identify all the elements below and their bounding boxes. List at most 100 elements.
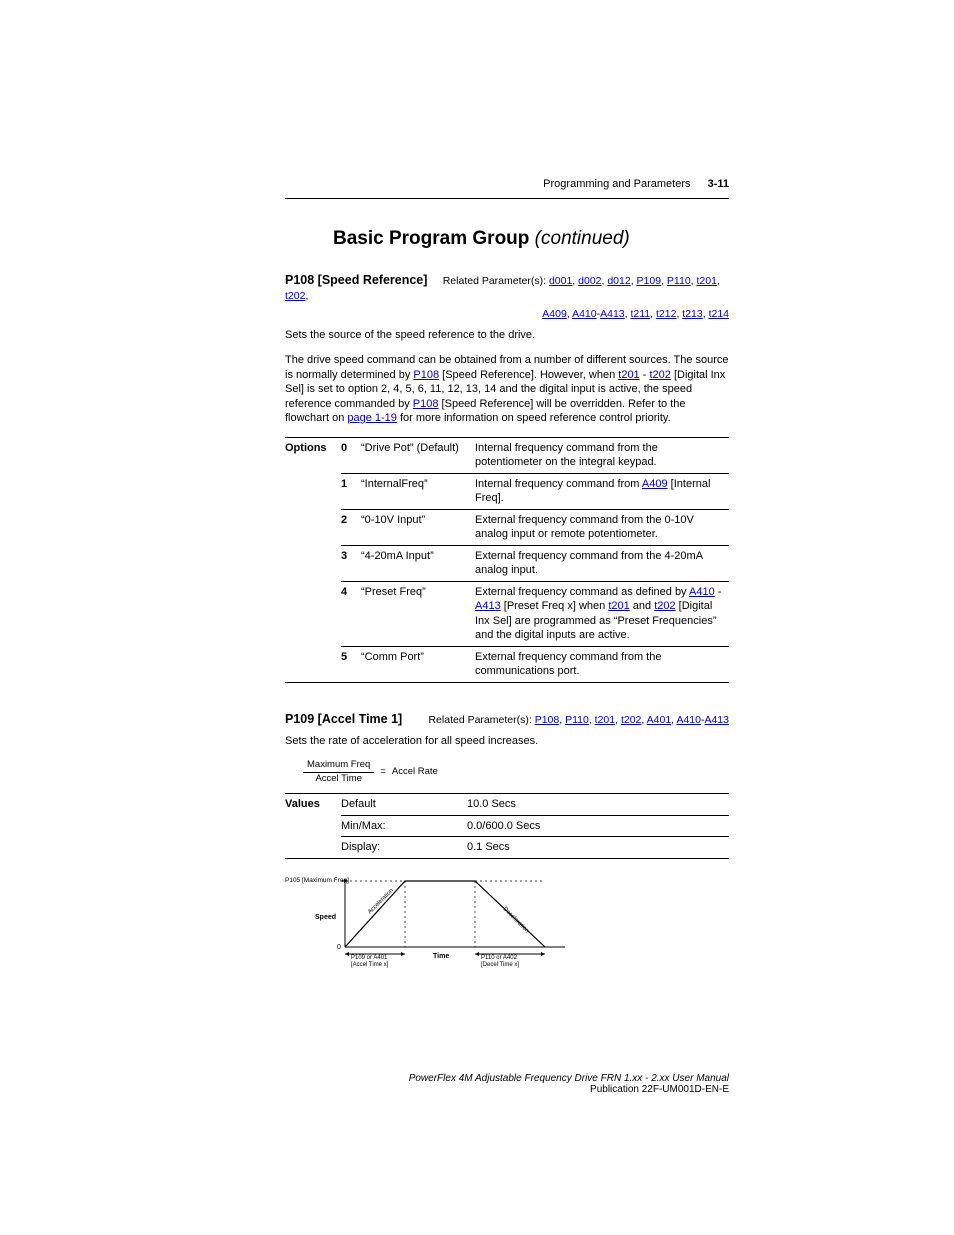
text: - bbox=[640, 369, 650, 381]
options-label-cell bbox=[285, 545, 341, 581]
running-head: Programming and Parameters 3-11 bbox=[543, 178, 729, 190]
link-a410-b[interactable]: A410 bbox=[676, 714, 701, 726]
option-number: 2 bbox=[341, 509, 361, 545]
page-number: 3-11 bbox=[708, 178, 729, 190]
param-p108-related-line2: A409, A410-A413, t211, t212, t213, t214 bbox=[285, 308, 729, 322]
option-description: Internal frequency command from A409 [In… bbox=[475, 473, 729, 509]
values-label-cell bbox=[285, 815, 341, 837]
link-t202[interactable]: t202 bbox=[621, 714, 641, 726]
footer-title: PowerFlex 4M Adjustable Frequency Drive … bbox=[409, 1073, 729, 1084]
link-p108[interactable]: P108 bbox=[535, 714, 560, 726]
related-lead: Related Parameter(s): bbox=[443, 275, 549, 287]
option-name: “InternalFreq” bbox=[361, 473, 475, 509]
header-rule bbox=[285, 198, 729, 199]
link-t201[interactable]: t201 bbox=[608, 600, 629, 612]
link-t213[interactable]: t213 bbox=[682, 308, 702, 320]
related-links: P108, P110, t201, t202, A401 bbox=[535, 714, 671, 726]
section-title-main: Basic Program Group bbox=[333, 228, 529, 249]
value-val: 10.0 Secs bbox=[467, 794, 729, 816]
link-p108-b[interactable]: P108 bbox=[413, 398, 439, 410]
option-number: 0 bbox=[341, 437, 361, 473]
options-label-cell bbox=[285, 473, 341, 509]
param-p108-title: P108 [Speed Reference] bbox=[285, 273, 427, 287]
option-name: “Drive Pot” (Default) bbox=[361, 437, 475, 473]
option-row: 4“Preset Freq”External frequency command… bbox=[285, 581, 729, 646]
option-row: 1“InternalFreq”Internal frequency comman… bbox=[285, 473, 729, 509]
option-number: 5 bbox=[341, 646, 361, 682]
formula-rhs: Accel Rate bbox=[392, 766, 438, 779]
link-t201[interactable]: t201 bbox=[595, 714, 615, 726]
option-row: 5“Comm Port”External frequency command f… bbox=[285, 646, 729, 682]
accel-decel-diagram-svg: P105 [Maximum Freq] Speed 0 Time Acceler… bbox=[285, 869, 729, 969]
link-a409[interactable]: A409 bbox=[542, 308, 567, 320]
link-a409[interactable]: A409 bbox=[642, 478, 668, 490]
page-footer: PowerFlex 4M Adjustable Frequency Drive … bbox=[409, 1073, 729, 1095]
link-d012[interactable]: d012 bbox=[607, 275, 630, 287]
link-t202[interactable]: t202 bbox=[654, 600, 675, 612]
link-t202[interactable]: t202 bbox=[285, 290, 305, 302]
link-a413[interactable]: A413 bbox=[475, 600, 501, 612]
link-a413[interactable]: A413 bbox=[600, 308, 625, 320]
options-label-cell bbox=[285, 646, 341, 682]
value-row: ValuesDefault10.0 Secs bbox=[285, 794, 729, 816]
option-row: Options0“Drive Pot” (Default)Internal fr… bbox=[285, 437, 729, 473]
formula-fraction: Maximum Freq Accel Time bbox=[303, 759, 374, 785]
link-t202-a[interactable]: t202 bbox=[649, 369, 670, 381]
link-a410[interactable]: A410 bbox=[689, 586, 715, 598]
link-t212[interactable]: t212 bbox=[656, 308, 676, 320]
option-name: “4-20mA Input” bbox=[361, 545, 475, 581]
diag-speed-label: Speed bbox=[315, 914, 336, 921]
diag-time-label: Time bbox=[433, 953, 449, 960]
p109-values-table: ValuesDefault10.0 SecsMin/Max:0.0/600.0 … bbox=[285, 793, 729, 859]
link-t214[interactable]: t214 bbox=[709, 308, 729, 320]
link-p108-a[interactable]: P108 bbox=[413, 369, 439, 381]
link-d001[interactable]: d001 bbox=[549, 275, 572, 287]
page: Programming and Parameters 3-11 Basic Pr… bbox=[0, 0, 954, 1235]
link-a413-b[interactable]: A413 bbox=[704, 714, 729, 726]
link-page-1-19[interactable]: page 1-19 bbox=[347, 412, 397, 424]
header-section: Programming and Parameters bbox=[543, 178, 690, 190]
diag-left-b1: P109 or A401 bbox=[351, 955, 388, 961]
option-row: 2“0-10V Input”External frequency command… bbox=[285, 509, 729, 545]
param-p109: P109 [Accel Time 1] Related Parameter(s)… bbox=[285, 711, 729, 969]
diag-right-b2: [Decel Time x] bbox=[481, 962, 519, 968]
diag-left-b2: [Accel Time x] bbox=[351, 962, 389, 968]
formula-numerator: Maximum Freq bbox=[303, 759, 374, 773]
text: for more information on speed reference … bbox=[397, 412, 671, 424]
section-title-continued: (continued) bbox=[535, 228, 630, 249]
p109-diagram: P105 [Maximum Freq] Speed 0 Time Acceler… bbox=[285, 869, 729, 969]
p108-desc2: The drive speed command can be obtained … bbox=[285, 353, 729, 426]
options-label-cell bbox=[285, 509, 341, 545]
equals-sign: = bbox=[380, 766, 386, 779]
diag-accel-text: Acceleration bbox=[367, 888, 395, 916]
value-row: Min/Max:0.0/600.0 Secs bbox=[285, 815, 729, 837]
diag-zero: 0 bbox=[337, 944, 341, 951]
param-p108-head: P108 [Speed Reference] Related Parameter… bbox=[285, 272, 729, 304]
diag-right-b1: P110 or A402 bbox=[481, 955, 518, 961]
option-description: External frequency command from the 0-10… bbox=[475, 509, 729, 545]
param-p109-related: Related Parameter(s): P108, P110, t201, … bbox=[428, 714, 729, 728]
value-row: Display:0.1 Secs bbox=[285, 837, 729, 859]
diag-decel-text: Deceleration bbox=[502, 906, 530, 934]
option-description: External frequency command from the comm… bbox=[475, 646, 729, 682]
option-row: 3“4-20mA Input”External frequency comman… bbox=[285, 545, 729, 581]
value-key: Min/Max: bbox=[341, 815, 467, 837]
link-a401[interactable]: A401 bbox=[647, 714, 672, 726]
link-d002[interactable]: d002 bbox=[578, 275, 601, 287]
option-name: “Comm Port” bbox=[361, 646, 475, 682]
section-title: Basic Program Group (continued) bbox=[333, 228, 729, 250]
link-t201-a[interactable]: t201 bbox=[618, 369, 639, 381]
values-label-cell: Values bbox=[285, 794, 341, 816]
link-t211[interactable]: t211 bbox=[630, 308, 650, 320]
related-lead: Related Parameter(s): bbox=[428, 714, 534, 726]
param-p109-title: P109 [Accel Time 1] bbox=[285, 711, 402, 728]
link-a410[interactable]: A410 bbox=[572, 308, 597, 320]
option-number: 3 bbox=[341, 545, 361, 581]
link-p110[interactable]: P110 bbox=[667, 275, 691, 287]
link-p109[interactable]: P109 bbox=[637, 275, 662, 287]
link-t201[interactable]: t201 bbox=[697, 275, 717, 287]
link-p110[interactable]: P110 bbox=[565, 714, 589, 726]
option-description: External frequency command as defined by… bbox=[475, 581, 729, 646]
formula-denominator: Accel Time bbox=[303, 773, 374, 786]
option-name: “0-10V Input” bbox=[361, 509, 475, 545]
